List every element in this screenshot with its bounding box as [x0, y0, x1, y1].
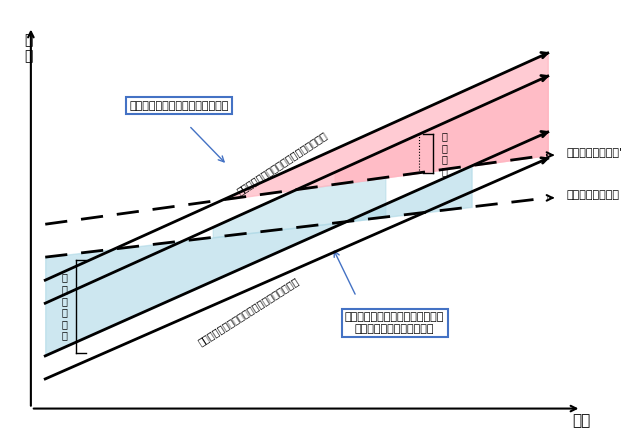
Text: 顧客ニーズの変化: 顧客ニーズの変化 — [567, 190, 620, 200]
Text: 性
能
ギ
ャ
ッ
プ: 性 能 ギ ャ ッ プ — [61, 273, 67, 340]
Text: モジュール式アーキテクチャ、非統合型企業: モジュール式アーキテクチャ、非統合型企業 — [196, 276, 301, 347]
Text: 競合企業にスピード、顧客ニーズ
への対応性、利便性で勝つ: 競合企業にスピード、顧客ニーズ への対応性、利便性で勝つ — [345, 312, 444, 334]
Text: 性
能
過
剰: 性 能 過 剰 — [442, 131, 448, 176]
Text: 性
能: 性 能 — [24, 33, 33, 63]
Text: 競合企業に機能性と信頼性で勝つ: 競合企業に機能性と信頼性で勝つ — [129, 101, 229, 111]
Text: 相互依存的アーキテクチャ、統合型企業: 相互依存的アーキテクチャ、統合型企業 — [235, 130, 329, 196]
Text: 時間: 時間 — [572, 413, 590, 429]
Text: 顧客ニーズの変化': 顧客ニーズの変化' — [567, 147, 623, 157]
